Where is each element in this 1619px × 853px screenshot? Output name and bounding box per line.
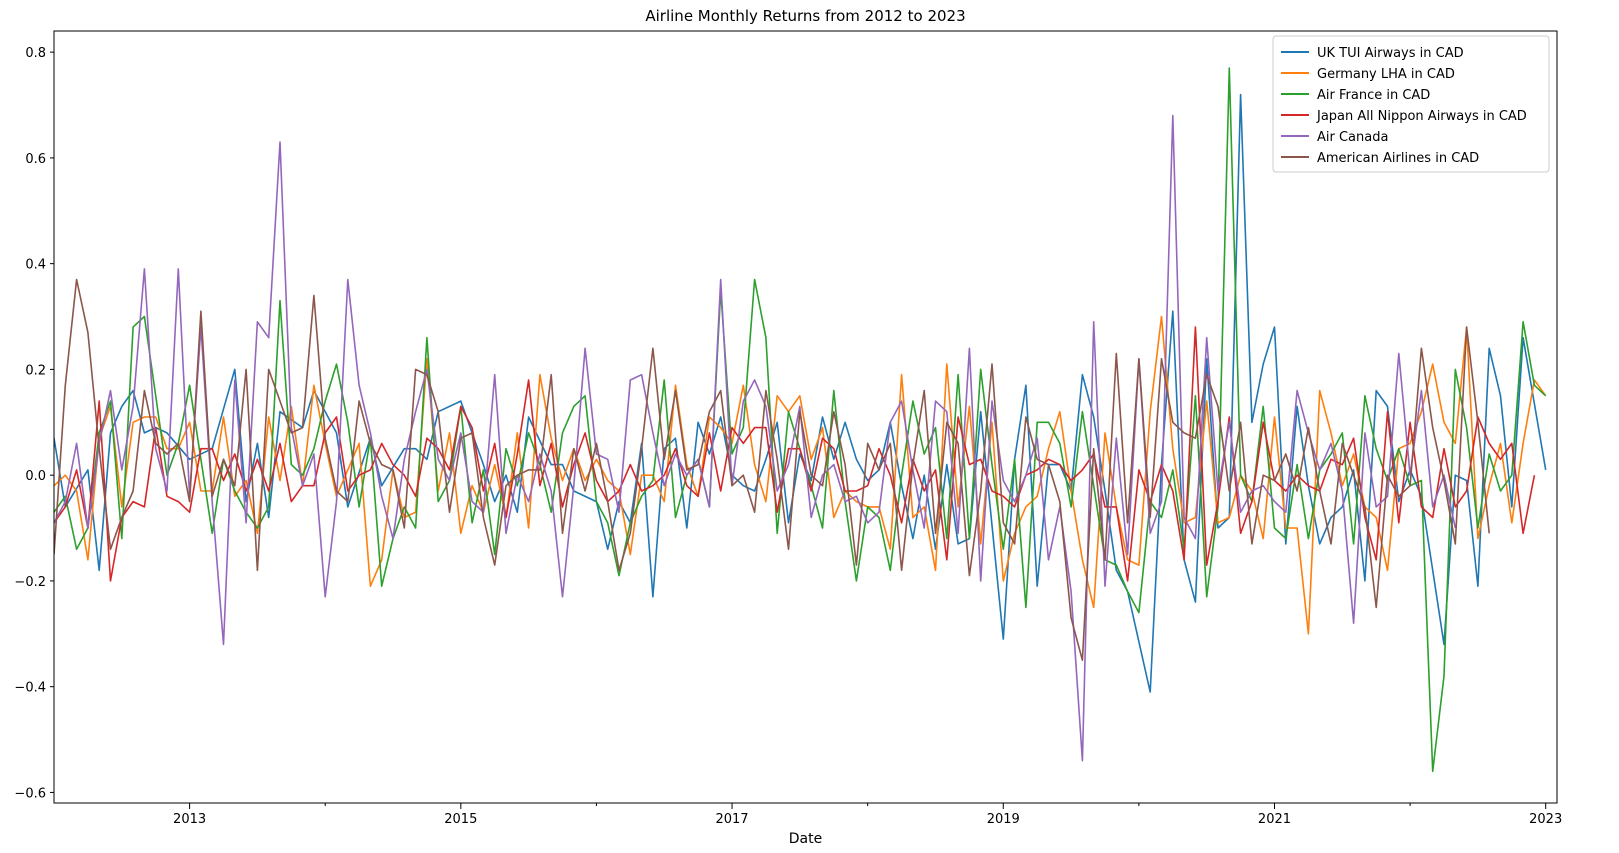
y-tick-label: 0.8 (25, 46, 46, 61)
legend-entry: Air France in CAD (1317, 88, 1430, 103)
x-tick-label: 2013 (173, 812, 206, 827)
x-tick-label: 2017 (715, 812, 748, 827)
series-line-5 (54, 114, 1457, 762)
y-axis: −0.6 −0.4 −0.2 0.0 0.2 0.4 0.6 0.8 (14, 46, 54, 801)
x-tick-label: 2021 (1258, 812, 1291, 827)
y-tick-label: −0.6 (14, 786, 46, 801)
y-tick-label: 0.4 (25, 258, 46, 273)
x-axis: 2013 2015 2017 2019 2021 2023 (173, 803, 1562, 827)
legend-entry: Japan All Nippon Airways in CAD (1316, 109, 1527, 124)
series-line-2 (54, 315, 1547, 635)
y-tick-label: 0.6 (25, 152, 46, 167)
y-tick-label: −0.4 (14, 681, 46, 696)
x-tick-label: 2015 (444, 812, 477, 827)
legend-entry: UK TUI Airways in CAD (1317, 46, 1464, 61)
x-axis-label: Date (789, 831, 822, 847)
legend-entry: Air Canada (1317, 130, 1388, 145)
x-tick-label: 2023 (1529, 812, 1562, 827)
legend: UK TUI Airways in CAD Germany LHA in CAD A… (1272, 35, 1550, 173)
x-tick-label: 2019 (987, 812, 1020, 827)
y-tick-label: 0.0 (25, 469, 46, 484)
series-line-6 (54, 278, 1490, 661)
legend-entry: Germany LHA in CAD (1317, 67, 1455, 82)
y-tick-label: −0.2 (14, 575, 46, 590)
chart-title: Airline Monthly Returns from 2012 to 202… (645, 7, 965, 25)
legend-entry: American Airlines in CAD (1317, 151, 1479, 166)
plot-frame (53, 30, 1558, 804)
y-tick-label: 0.2 (25, 363, 46, 378)
legend-box (1272, 35, 1550, 173)
series-group (54, 67, 1547, 773)
